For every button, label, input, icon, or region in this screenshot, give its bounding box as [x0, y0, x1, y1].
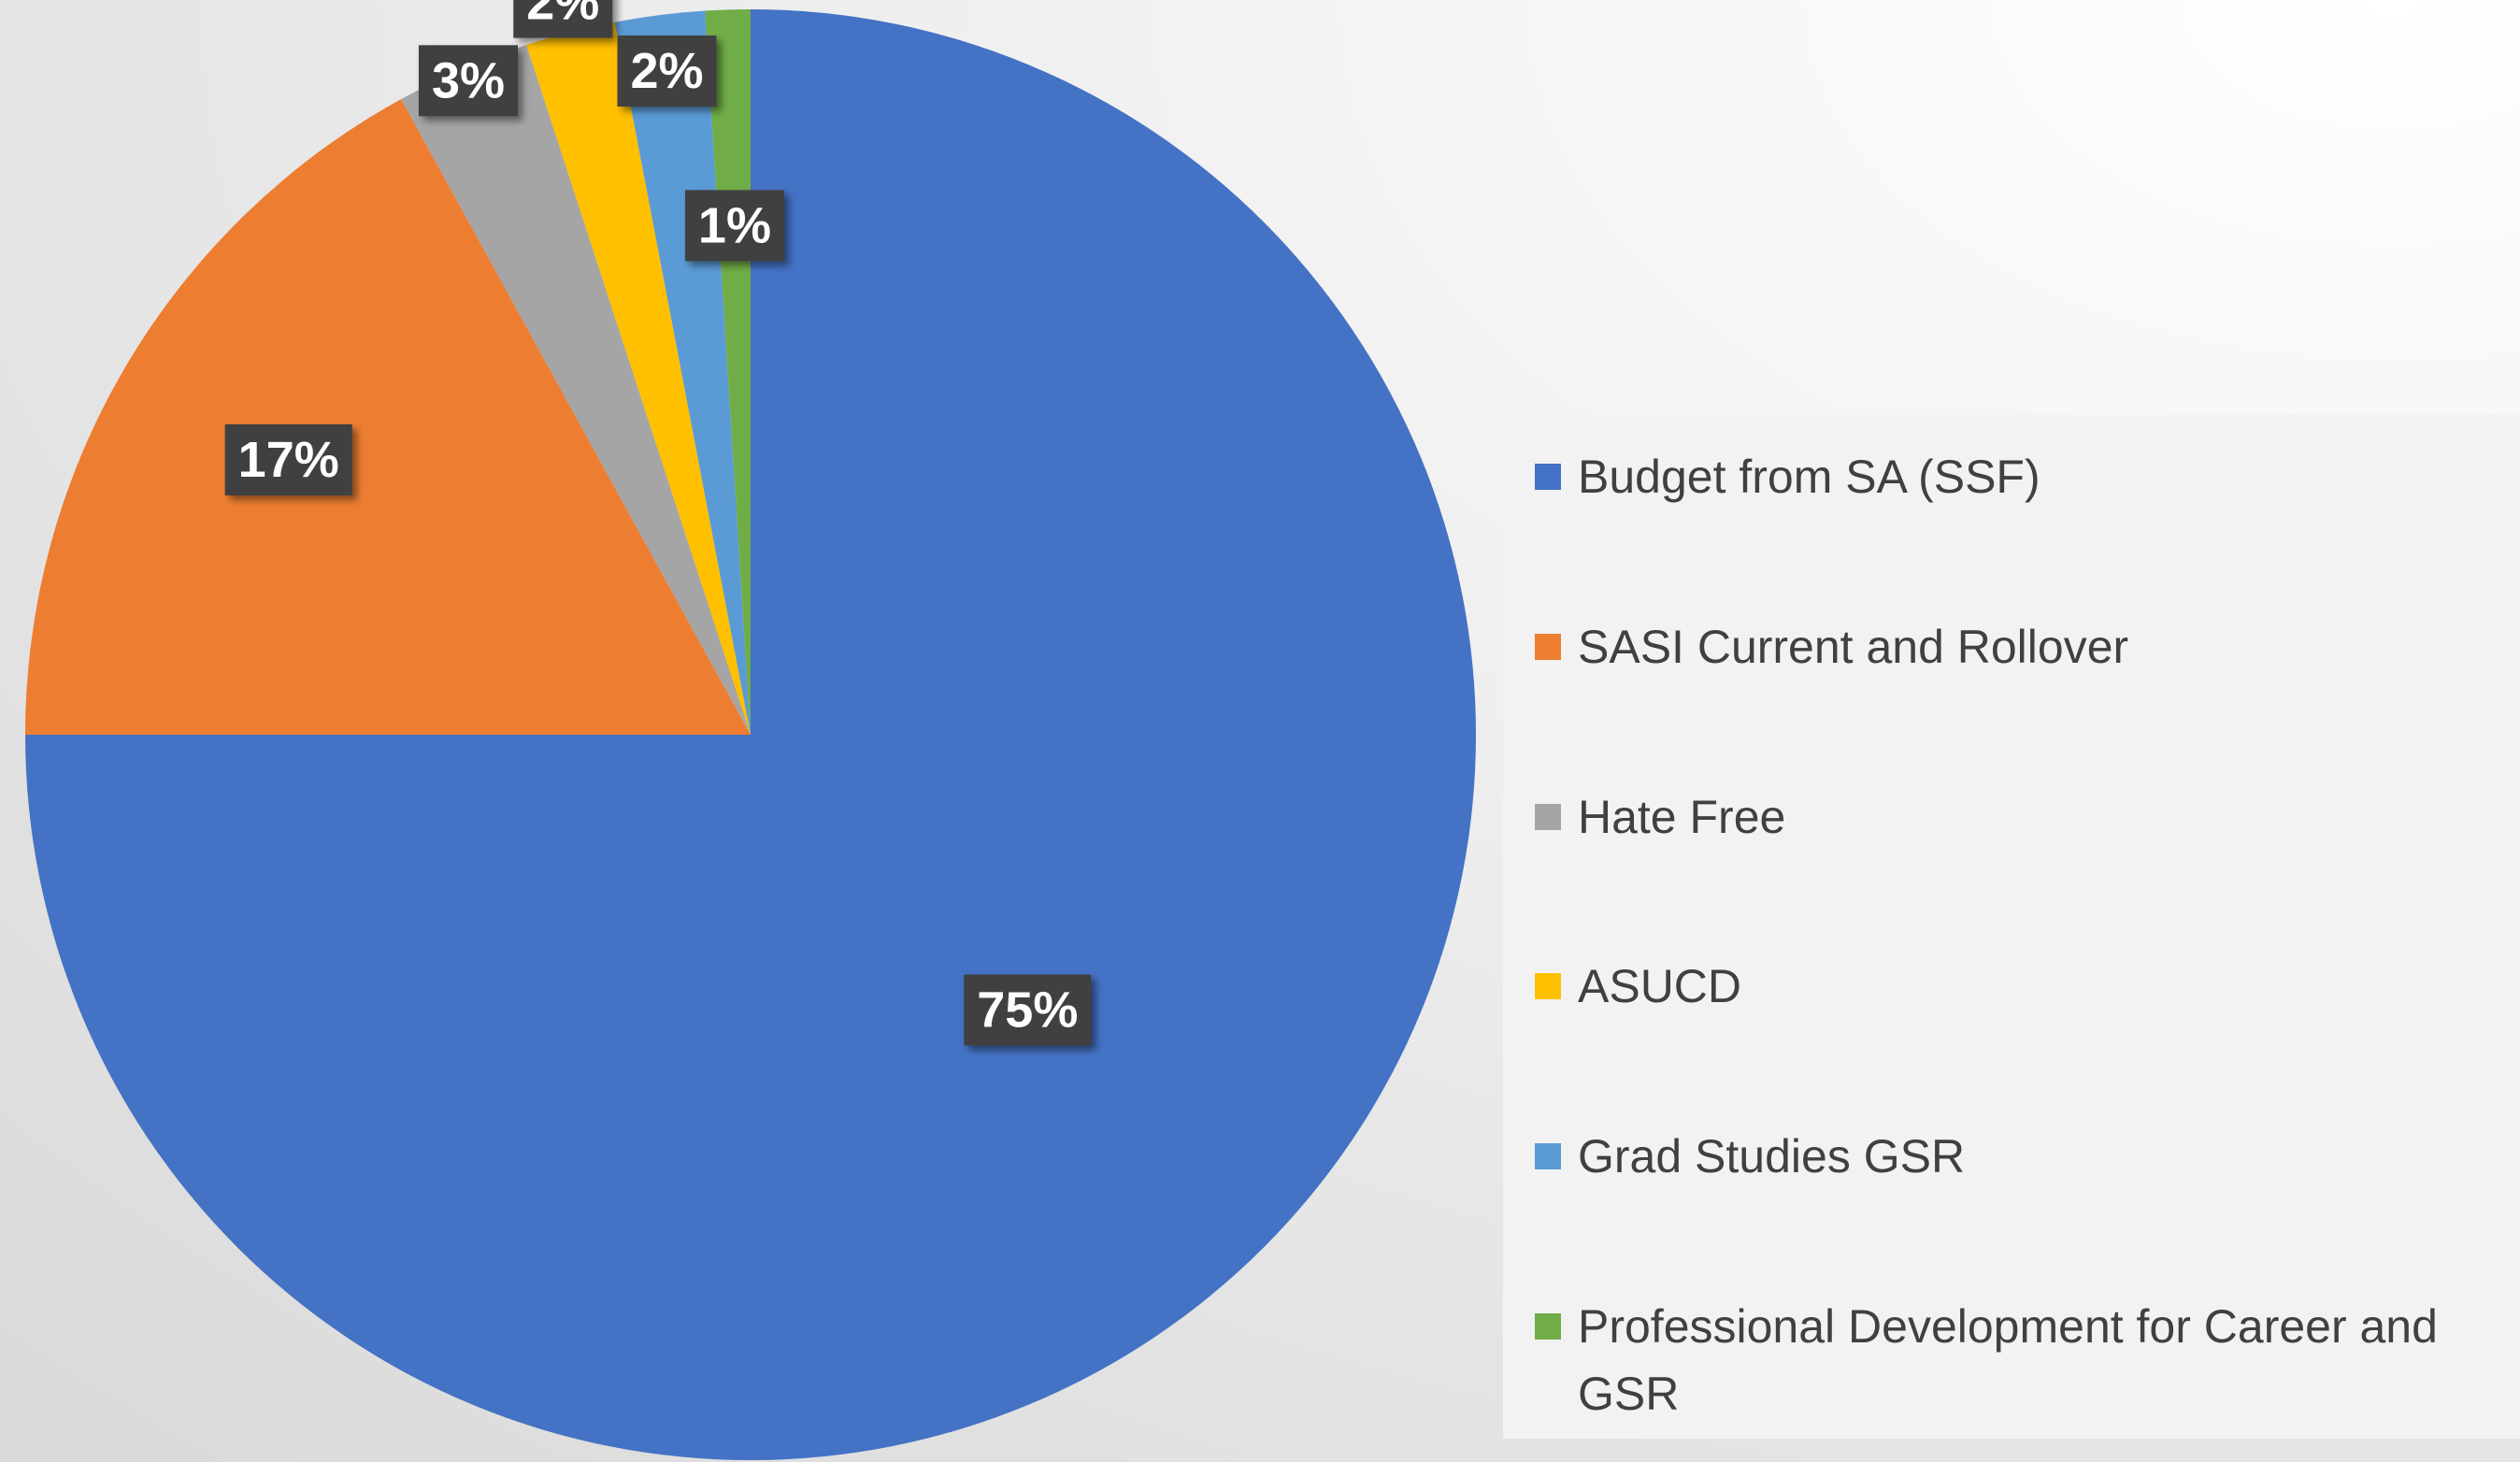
legend-swatch — [1535, 1143, 1561, 1169]
legend-swatch — [1535, 804, 1561, 830]
data-label-box — [964, 974, 1092, 1046]
pie-slice — [614, 10, 751, 736]
pie-slice — [526, 22, 751, 735]
legend-swatch — [1535, 1313, 1561, 1340]
data-label-box — [617, 35, 717, 107]
legend-label: ASUCD — [1578, 960, 1742, 1012]
legend-label: Professional Development for Career and … — [1578, 1300, 2438, 1420]
data-label-box — [684, 190, 784, 262]
data-label: 75% — [964, 974, 1092, 1046]
pie-slice — [401, 44, 751, 735]
legend-item: Hate Free — [1535, 783, 2498, 851]
legend-label: Grad Studies GSR — [1578, 1130, 1966, 1182]
legend-label: Hate Free — [1578, 791, 1786, 843]
data-label: 2% — [617, 35, 717, 107]
legend-swatch — [1535, 634, 1561, 660]
legend-label: Budget from SA (SSF) — [1578, 451, 2040, 503]
data-label-text: 1% — [698, 197, 771, 253]
data-label-text: 75% — [977, 982, 1078, 1039]
legend-item: ASUCD — [1535, 953, 2498, 1020]
data-label: 1% — [684, 190, 784, 262]
legend-item: SASI Current and Rollover — [1535, 613, 2498, 681]
data-label-box — [418, 45, 519, 117]
data-label-box — [513, 0, 613, 38]
data-label-text: 2% — [526, 0, 599, 31]
legend-swatch — [1535, 973, 1561, 999]
data-label-text: 3% — [432, 52, 505, 108]
legend-item: Professional Development for Career and … — [1535, 1293, 2498, 1427]
data-labels: 75% 17% 3% 2% 2% 1% — [224, 0, 1092, 1046]
data-label-text: 17% — [238, 432, 339, 488]
legend-swatch — [1535, 464, 1561, 490]
legend-label: SASI Current and Rollover — [1578, 621, 2129, 673]
data-label: 17% — [224, 423, 352, 495]
legend-item: Budget from SA (SSF) — [1535, 443, 2498, 510]
legend-item: Grad Studies GSR — [1535, 1123, 2498, 1190]
data-label-box — [224, 423, 352, 495]
legend: Budget from SA (SSF) SASI Current and Rol… — [1503, 415, 2520, 1439]
pie-slice — [25, 98, 751, 735]
data-label: 2% — [513, 0, 613, 38]
data-label: 3% — [418, 45, 519, 117]
data-label-text: 2% — [630, 43, 703, 99]
